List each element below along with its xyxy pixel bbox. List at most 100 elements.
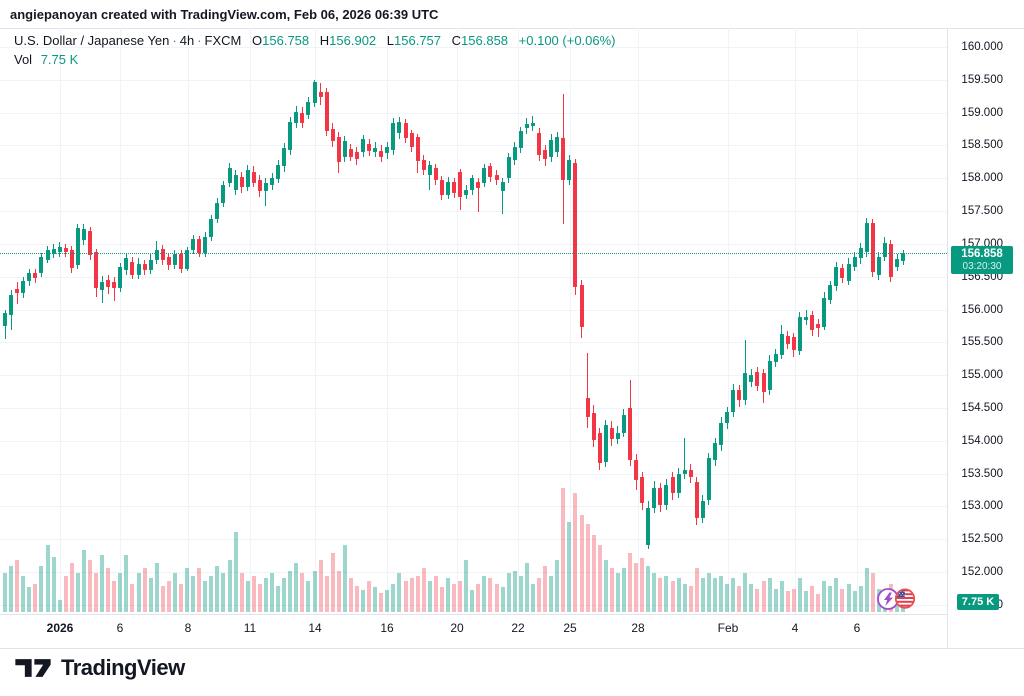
time-tick-label: 6 [853, 621, 861, 635]
volume-bar [700, 578, 705, 612]
price-gridline [0, 539, 947, 540]
candle-body [488, 166, 493, 177]
volume-bar [785, 591, 790, 612]
candle-body [45, 249, 50, 260]
volume-axis-label: 7.75 K [957, 594, 999, 610]
volume-bar [354, 586, 359, 612]
symbol-title[interactable]: U.S. Dollar / Japanese Yen [14, 33, 170, 48]
candle-body [785, 335, 790, 344]
volume-bar [215, 566, 220, 612]
tradingview-logo[interactable]: TradingView [14, 654, 185, 682]
candle-body [719, 423, 723, 445]
volume-bar [63, 576, 68, 612]
candle-body [288, 121, 293, 150]
candle-body [276, 165, 281, 180]
candle-body [537, 133, 541, 156]
candle-body [106, 280, 111, 287]
legend-separator: · [172, 33, 177, 48]
volume-bar [488, 578, 493, 612]
volume-bar [100, 555, 105, 612]
candle-body [136, 263, 141, 276]
volume-bar [172, 573, 177, 612]
candle-body [500, 181, 505, 192]
volume-bar [106, 568, 111, 612]
volume-bar [743, 573, 748, 612]
volume-bar [452, 584, 456, 612]
plot-area[interactable] [0, 0, 947, 648]
candle-body [172, 254, 177, 265]
price-gridline [0, 80, 947, 81]
candle-body [439, 179, 444, 195]
volume-bar [324, 576, 329, 612]
event-markers[interactable] [876, 586, 917, 616]
volume-bar [239, 573, 244, 612]
price-gridline [0, 310, 947, 311]
volume-bar [670, 581, 675, 612]
candle-body [834, 266, 839, 287]
volume-indicator-label[interactable]: Vol [14, 52, 33, 67]
candle-body [233, 175, 238, 191]
volume-bar [506, 573, 511, 612]
time-axis[interactable] [0, 614, 947, 648]
interval-label[interactable]: 4h [179, 33, 195, 48]
price-tick-label: 155.500 [961, 336, 1003, 348]
candle-body [203, 237, 208, 253]
chart-top-border [0, 28, 1024, 29]
candle-body [470, 178, 475, 191]
volume-bar [112, 581, 117, 612]
candle-body [421, 159, 426, 170]
price-tick-label: 159.000 [961, 107, 1003, 119]
time-gridline [250, 28, 251, 614]
volume-bar [804, 591, 808, 612]
candle-body [543, 150, 548, 159]
volume-bar [737, 586, 742, 612]
time-gridline [857, 28, 858, 614]
candle-body [888, 243, 893, 278]
volume-bar [409, 578, 414, 612]
price-tick-label: 159.500 [961, 74, 1003, 86]
volume-bar [312, 571, 317, 612]
candle-body [446, 181, 450, 195]
volume-bar [166, 581, 171, 612]
price-gridline [0, 113, 947, 114]
volume-bar [458, 581, 463, 612]
time-gridline [387, 28, 388, 614]
candle-body [743, 373, 748, 401]
candle-body [603, 425, 608, 462]
volume-bar [81, 550, 86, 612]
price-tick-label: 158.500 [961, 139, 1003, 151]
candle-body [658, 488, 663, 506]
legend-row-2: Vol 7.75 K [14, 52, 616, 68]
volume-bar [203, 581, 208, 612]
volume-bar [810, 586, 814, 612]
candle-body [221, 184, 226, 204]
volume-bar [263, 578, 268, 612]
candle-body [318, 91, 323, 98]
candle-body [901, 253, 906, 261]
candle-body [615, 432, 620, 440]
time-gridline [638, 28, 639, 614]
volume-bar [846, 584, 851, 612]
candle-body [816, 323, 821, 328]
volume-bar [852, 591, 857, 612]
candle-body [476, 181, 481, 189]
candle-wick [16, 281, 18, 305]
price-axis-separator [947, 28, 948, 648]
candle-body [294, 112, 299, 124]
price-gridline [0, 474, 947, 475]
candle-body [75, 227, 80, 265]
volume-bar [185, 568, 189, 612]
volume-bar [773, 589, 778, 612]
volume-bar [27, 587, 32, 612]
volume-bar [840, 589, 845, 612]
volume-bar [731, 578, 736, 612]
volume-bar [45, 545, 50, 612]
candle-body [864, 222, 869, 253]
candle-body [112, 281, 117, 288]
volume-bar [51, 557, 56, 612]
volume-bar [537, 578, 541, 612]
volume-bar [142, 568, 147, 612]
candle-body [427, 165, 432, 175]
candle-body [324, 92, 329, 131]
candle-body [118, 266, 123, 288]
